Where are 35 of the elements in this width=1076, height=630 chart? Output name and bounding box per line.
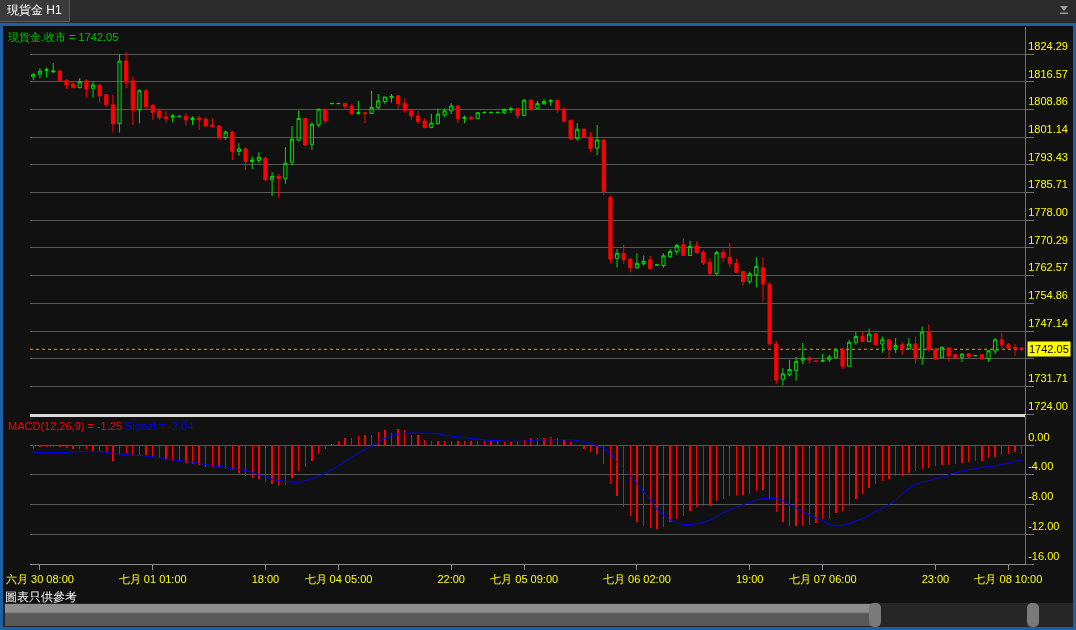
text: 圖表只供參考 bbox=[5, 590, 77, 604]
y-tick-label: 1747.14 bbox=[1028, 316, 1068, 329]
x-tick-label: 七月 04 05:00 bbox=[304, 573, 373, 586]
series-label: MACD(12,26,9) = -1.25 bbox=[8, 420, 123, 432]
y-tick-label: 1801.14 bbox=[1028, 122, 1068, 135]
x-tick-label: 七月 01 01:00 bbox=[118, 573, 187, 586]
text: Signal = -2.04 bbox=[125, 420, 194, 432]
chart-subtitle: 現貨金.收市 = 1742.05 bbox=[8, 31, 119, 43]
ref-line-label: 1742.05 bbox=[1029, 343, 1069, 355]
x-tick-label: 六月 30 08:00 bbox=[6, 573, 74, 586]
y-tick-label: 1762.57 bbox=[1028, 261, 1068, 274]
y-tick-label: 1816.57 bbox=[1028, 67, 1068, 80]
y-tick-label: -8.00 bbox=[1028, 490, 1054, 503]
x-tick-label: 七月 05 09:00 bbox=[490, 573, 559, 586]
x-tick-label: 22:00 bbox=[437, 573, 465, 586]
x-tick-label: 18:00 bbox=[251, 573, 280, 586]
y-tick-label: 1754.86 bbox=[1028, 288, 1068, 301]
x-tick-label: 七月 07 06:00 bbox=[788, 573, 857, 586]
y-tick-label: 1785.71 bbox=[1028, 178, 1068, 191]
chart-title: 現貨金 H1 bbox=[0, 0, 70, 22]
y-tick-label: -4.00 bbox=[1028, 460, 1054, 473]
x-tick-label: 七月 08 10:00 bbox=[974, 573, 1043, 586]
y-tick-label: -12.00 bbox=[1028, 519, 1060, 532]
y-tick-label: 1824.29 bbox=[1028, 39, 1068, 52]
y-tick-label: -16.00 bbox=[1028, 549, 1060, 562]
x-tick-label: 七月 06 02:00 bbox=[603, 573, 671, 586]
x-tick-label: 23:00 bbox=[921, 573, 950, 586]
y-tick-label: 1770.29 bbox=[1028, 233, 1068, 246]
y-tick-label: 1808.86 bbox=[1028, 95, 1068, 108]
y-tick-label: 1731.71 bbox=[1028, 372, 1068, 384]
x-tick-label: 19:00 bbox=[735, 573, 764, 586]
y-tick-label: 1724.00 bbox=[1028, 399, 1068, 412]
y-tick-label: 1793.43 bbox=[1028, 150, 1068, 163]
y-tick-label: 1778.00 bbox=[1028, 205, 1068, 218]
y-tick-label: 0.00 bbox=[1028, 430, 1050, 443]
